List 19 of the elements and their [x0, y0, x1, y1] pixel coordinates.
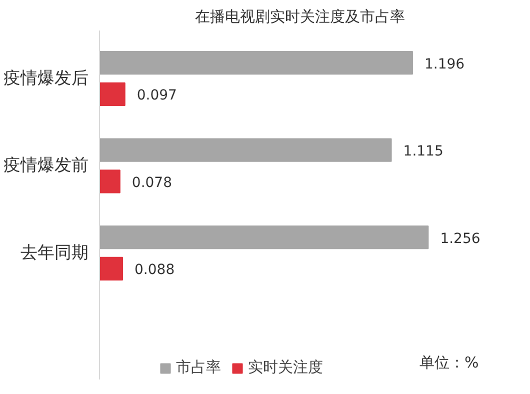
bar [100, 256, 124, 281]
y-tick-label: 疫情爆发前 [4, 156, 88, 176]
y-tick-label: 去年同期 [20, 242, 88, 263]
bar [100, 170, 120, 194]
data-label: 0.088 [134, 262, 175, 278]
bar [100, 82, 126, 106]
bar [100, 138, 392, 162]
data-label: 0.097 [136, 88, 177, 104]
y-tick-label: 疫情爆发后 [4, 68, 88, 88]
text: 单位：% [420, 354, 479, 372]
data-label: 1.256 [440, 230, 480, 247]
legend-label: 实时关注度 [248, 358, 323, 377]
legend-label: 市占率 [176, 358, 221, 377]
bar [100, 50, 413, 75]
data-label: 1.196 [424, 56, 465, 72]
bar [100, 225, 429, 250]
data-label: 1.115 [403, 144, 444, 160]
data-label: 0.078 [132, 174, 172, 191]
chart-title: 在播电视剧实时关注度及市占率 [195, 8, 405, 26]
